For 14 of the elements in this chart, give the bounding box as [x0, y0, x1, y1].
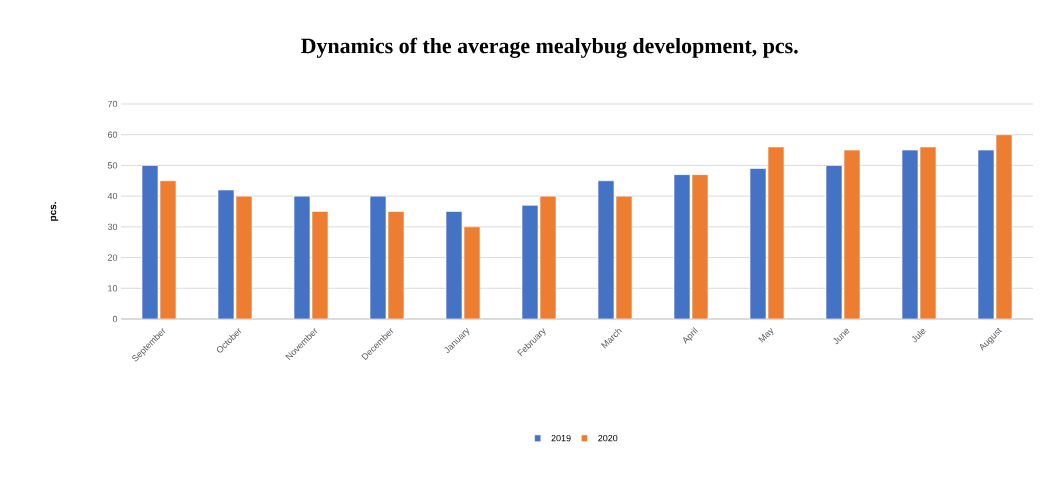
legend-label: 2019 — [551, 434, 571, 442]
y-tick-label: 30 — [107, 223, 118, 231]
y-tick-label: 40 — [107, 192, 118, 200]
y-tick-label: 0 — [112, 315, 118, 323]
x-tick-label: Jule — [911, 329, 926, 343]
y-tick-label: 50 — [107, 162, 118, 169]
y-axis-title: pcs. — [50, 202, 59, 221]
x-tick-label: May — [758, 327, 774, 343]
y-tick-label: 10 — [108, 285, 118, 292]
chart-title: Dynamics of the average mealybug development, pcs. — [301, 37, 798, 58]
y-tick-label: 70 — [107, 100, 118, 108]
y-tick-label: 20 — [107, 254, 118, 261]
legend-label: 2020 — [598, 434, 618, 442]
y-tick-label: 60 — [107, 131, 118, 138]
